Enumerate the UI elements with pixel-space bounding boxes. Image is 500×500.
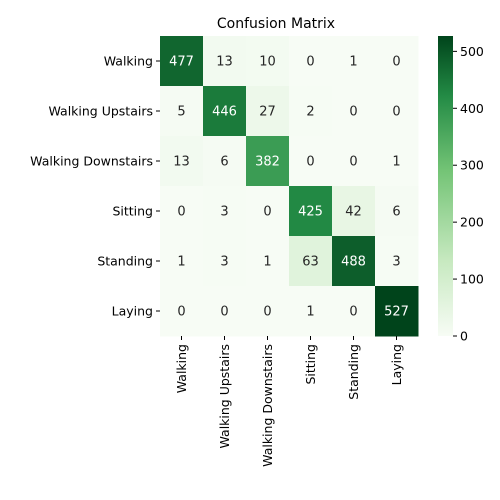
heatmap-cells	[160, 36, 419, 337]
heatmap-cell	[246, 236, 290, 287]
cell-value-label: 1	[263, 255, 271, 270]
cell-value-label: 527	[384, 305, 409, 320]
cell-value-label: 1	[349, 55, 357, 70]
colorbar-gradient	[438, 36, 453, 336]
heatmap-cell	[289, 186, 333, 237]
x-tick-label: Laying	[389, 344, 404, 385]
heatmap-cell	[246, 86, 290, 137]
cell-value-label: 0	[263, 305, 271, 320]
y-tick-label: Walking Upstairs	[48, 104, 153, 119]
y-tick-label: Walking	[104, 54, 153, 69]
y-tick-label: Walking Downstairs	[30, 154, 153, 169]
heatmap-cell	[332, 186, 376, 237]
cell-value-label: 1	[177, 255, 185, 270]
heatmap-cell	[160, 136, 204, 187]
heatmap-cell	[332, 286, 376, 337]
cell-value-label: 5	[177, 105, 185, 120]
heatmap-cell	[160, 286, 204, 337]
x-tick-label: Standing	[346, 344, 361, 400]
cell-value-label: 0	[392, 55, 400, 70]
heatmap-cell	[246, 136, 290, 187]
cell-value-label: 27	[259, 105, 276, 120]
heatmap-cell	[289, 236, 333, 287]
heatmap-cell	[375, 186, 419, 237]
y-tick-label: Sitting	[112, 204, 153, 219]
cell-value-label: 0	[306, 155, 314, 170]
cell-value-label: 0	[349, 305, 357, 320]
cell-value-label: 63	[302, 255, 319, 270]
cell-value-label: 1	[306, 305, 314, 320]
cell-value-label: 0	[392, 105, 400, 120]
cell-value-label: 3	[392, 255, 400, 270]
heatmap-cell	[246, 186, 290, 237]
cell-value-label: 0	[177, 205, 185, 220]
heatmap-cell	[375, 36, 419, 87]
cell-value-label: 0	[306, 55, 314, 70]
colorbar-tick-label: 300	[460, 158, 484, 173]
y-axis-ticks: Walking Walking Upstairs Walking Downstair…	[30, 54, 160, 319]
cell-value-label: 446	[212, 105, 237, 120]
cell-value-label: 0	[349, 155, 357, 170]
heatmap-cell	[160, 236, 204, 287]
cell-value-label: 477	[169, 55, 194, 70]
cell-value-label: 425	[298, 205, 323, 220]
heatmap-cell	[375, 236, 419, 287]
cell-value-label: 0	[263, 205, 271, 220]
heatmap-cell	[375, 136, 419, 187]
x-tick-label: Walking	[174, 344, 189, 393]
cell-value-label: 1	[392, 155, 400, 170]
heatmap-cell	[203, 236, 247, 287]
heatmap-cell	[203, 86, 247, 137]
heatmap-cell	[203, 186, 247, 237]
heatmap-cell	[246, 36, 290, 87]
cell-value-label: 6	[392, 205, 400, 220]
cell-value-label: 3	[220, 205, 228, 220]
x-tick-label: Sitting	[303, 344, 318, 385]
heatmap-cell	[289, 36, 333, 87]
heatmap-cell	[375, 286, 419, 337]
cell-value-label: 0	[220, 305, 228, 320]
heatmap-cell	[289, 286, 333, 337]
heatmap-cell	[375, 86, 419, 137]
cell-value-label: 0	[349, 105, 357, 120]
heatmap-cell	[160, 186, 204, 237]
heatmap-cell	[203, 286, 247, 337]
heatmap-cell	[332, 136, 376, 187]
heatmap-cell	[246, 286, 290, 337]
heatmap-cell	[289, 136, 333, 187]
colorbar-tick-label: 400	[460, 101, 484, 116]
chart-title: Confusion Matrix	[217, 16, 335, 32]
cell-value-label: 2	[306, 105, 314, 120]
cell-value-label: 6	[220, 155, 228, 170]
colorbar-tick-label: 200	[460, 215, 484, 230]
cell-value-label: 382	[255, 155, 280, 170]
colorbar-tick-label: 500	[460, 44, 484, 59]
heatmap-cell	[332, 86, 376, 137]
cell-value-label: 488	[341, 255, 366, 270]
heatmap-cell	[203, 36, 247, 87]
heatmap-cell-labels: 477 13 10 0 1 05 446 27 2 0 013 6 382 0 0 10 3 0 425 42 61 3 1…	[169, 55, 409, 320]
cell-value-label: 42	[345, 205, 362, 220]
colorbar-tick-label: 100	[460, 272, 484, 287]
y-tick-label: Standing	[97, 254, 153, 269]
cell-value-label: 10	[259, 55, 276, 70]
colorbar: 0 100 200 300 400 500	[438, 36, 484, 344]
heatmap-cell	[160, 36, 204, 87]
heatmap-cell	[203, 136, 247, 187]
x-tick-label: Walking Downstairs	[260, 344, 275, 467]
heatmap-cell	[160, 86, 204, 137]
heatmap-cell	[289, 86, 333, 137]
colorbar-tick-label: 0	[460, 329, 468, 344]
heatmap-cell	[332, 36, 376, 87]
cell-value-label: 0	[177, 305, 185, 320]
x-axis-ticks: Walking Walking Upstairs Walking Downstair…	[174, 336, 404, 467]
cell-value-label: 13	[173, 155, 190, 170]
cell-value-label: 3	[220, 255, 228, 270]
heatmap-cell	[332, 236, 376, 287]
x-tick-label: Walking Upstairs	[217, 344, 232, 449]
y-tick-label: Laying	[112, 304, 153, 319]
cell-value-label: 13	[216, 55, 233, 70]
